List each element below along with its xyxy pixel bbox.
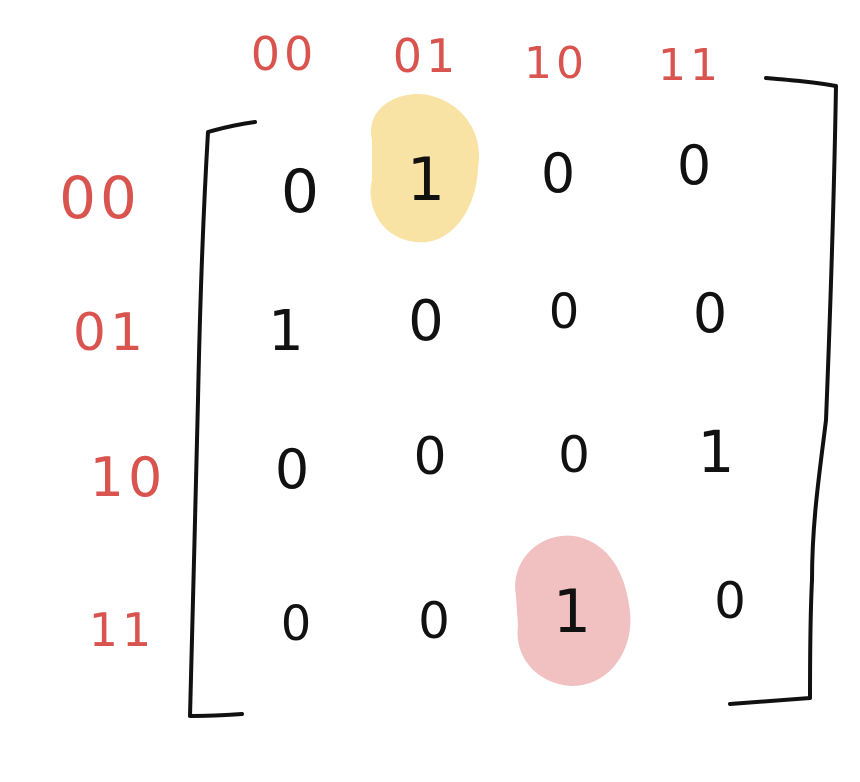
col-label-00: 00 bbox=[251, 27, 318, 81]
left-bracket bbox=[188, 120, 257, 718]
cell-r3-c3: 0 bbox=[714, 572, 746, 630]
cell-r2-c1: 0 bbox=[413, 427, 446, 487]
row-label-01: 01 bbox=[73, 303, 147, 363]
matrix-cells: 0 1 0 0 1 0 0 0 0 0 0 1 0 0 1 0 bbox=[268, 134, 746, 652]
cell-r1-c2: 0 bbox=[549, 284, 580, 340]
cell-r3-c1: 0 bbox=[418, 592, 450, 650]
cell-r0-c1: 1 bbox=[407, 145, 445, 215]
cell-r3-c0: 0 bbox=[281, 596, 312, 652]
row-label-11: 11 bbox=[89, 603, 156, 657]
row-label-00: 00 bbox=[59, 164, 141, 232]
cell-r0-c2: 0 bbox=[541, 142, 575, 205]
right-bracket bbox=[728, 76, 838, 706]
col-label-01: 01 bbox=[393, 29, 460, 83]
cell-r2-c0: 0 bbox=[275, 438, 309, 501]
cell-r2-c2: 0 bbox=[558, 426, 590, 484]
highlight-yellow bbox=[370, 93, 479, 243]
cell-r0-c0: 0 bbox=[281, 157, 319, 227]
col-label-11: 11 bbox=[658, 40, 722, 91]
cell-r1-c3: 0 bbox=[693, 282, 727, 345]
row-label-10: 10 bbox=[90, 446, 167, 509]
cell-r3-c2: 1 bbox=[553, 577, 591, 647]
cell-r1-c1: 0 bbox=[408, 289, 444, 354]
col-label-10: 10 bbox=[524, 38, 588, 89]
cell-r2-c3: 1 bbox=[698, 418, 735, 486]
cell-r1-c0: 1 bbox=[268, 299, 304, 364]
highlights bbox=[370, 93, 631, 686]
highlight-pink bbox=[515, 535, 631, 686]
cell-r0-c3: 0 bbox=[677, 134, 711, 197]
